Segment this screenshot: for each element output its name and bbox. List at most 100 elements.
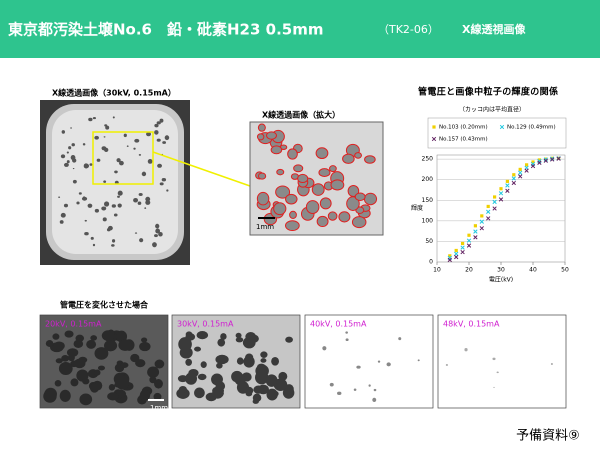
particle: [155, 223, 160, 229]
particle: [329, 165, 337, 173]
particle: [59, 389, 71, 402]
data-point: [480, 214, 484, 218]
particle: [316, 215, 329, 228]
particle: [377, 360, 381, 363]
particle: [146, 131, 151, 137]
particle: [147, 159, 153, 164]
particle: [70, 378, 79, 387]
particle: [492, 357, 496, 361]
particle: [113, 213, 118, 217]
particle: [134, 232, 138, 234]
particle: [373, 388, 377, 392]
data-point: [492, 199, 497, 205]
data-point: [492, 206, 497, 211]
chart-title: 管電圧と画像中粒子の輝度の関係: [418, 86, 558, 98]
particle: [445, 364, 448, 366]
particle: [101, 146, 107, 151]
particle: [134, 138, 140, 143]
particle: [289, 210, 297, 220]
panel-label: 40kV, 0.15mA: [310, 320, 367, 329]
particle: [217, 338, 226, 347]
particle: [116, 158, 121, 163]
particle: [108, 329, 115, 335]
particle: [111, 244, 115, 247]
particle: [337, 391, 342, 395]
particle: [59, 220, 64, 224]
y-tick-label: 50: [425, 238, 433, 245]
particle: [104, 124, 108, 127]
zoom-connector: [152, 151, 251, 187]
particle: [464, 348, 468, 352]
particle: [345, 338, 349, 342]
zoom-scale: 1mm: [256, 223, 274, 231]
particle: [96, 158, 101, 162]
particle: [141, 171, 147, 177]
particle: [123, 133, 127, 138]
particle: [66, 348, 79, 357]
particle: [64, 330, 74, 338]
particle: [94, 208, 100, 213]
particle: [154, 359, 165, 369]
legend-label: No.103 (0.20mm): [439, 125, 488, 131]
particle: [78, 192, 82, 195]
data-point: [524, 168, 529, 173]
particle: [138, 192, 143, 197]
particle: [71, 143, 75, 147]
data-point: [518, 170, 523, 175]
particle: [52, 333, 60, 340]
particle: [275, 185, 291, 199]
particle: [117, 203, 122, 208]
data-point: [473, 224, 477, 228]
particle: [72, 158, 77, 163]
x-tick-label: 40: [529, 267, 537, 274]
particle: [276, 168, 285, 176]
panel-label: 30kV, 0.15mA: [177, 320, 234, 329]
particle: [185, 333, 196, 341]
particle: [253, 385, 264, 394]
particle: [103, 180, 107, 183]
overview-particles: [58, 116, 170, 248]
particle: [266, 388, 278, 401]
data-point: [543, 158, 548, 163]
particle: [216, 362, 223, 369]
comparison-caption: 管電圧を変化させた場合: [60, 300, 149, 310]
particle: [156, 138, 161, 142]
particle: [117, 190, 123, 196]
particle: [92, 243, 96, 247]
particle: [60, 154, 66, 159]
data-point: [493, 195, 497, 199]
particle: [311, 183, 325, 196]
plot-area: [436, 154, 566, 263]
particle: [158, 232, 163, 237]
particle: [284, 220, 300, 232]
data-point: [518, 167, 522, 172]
particle: [86, 339, 97, 349]
particle: [278, 371, 288, 381]
data-point: [467, 233, 471, 237]
particle: [94, 369, 101, 376]
particle: [87, 203, 93, 208]
particle: [126, 145, 129, 147]
particle: [79, 393, 93, 406]
data-point: [525, 163, 529, 167]
particle: [55, 358, 63, 364]
particle: [164, 135, 170, 141]
particle: [354, 152, 362, 159]
panel-label: 20kV, 0.15mA: [45, 320, 102, 329]
particle: [364, 155, 376, 164]
particle: [115, 375, 130, 390]
particle: [103, 136, 106, 138]
particle: [61, 354, 70, 362]
data-point: [486, 209, 491, 214]
particle: [200, 361, 207, 369]
particle: [199, 332, 206, 338]
particle: [106, 228, 111, 232]
particle: [149, 376, 157, 384]
data-point: [499, 187, 503, 191]
particle: [111, 239, 116, 243]
particle: [220, 333, 227, 340]
y-tick-label: 200: [422, 176, 434, 183]
particle: [496, 371, 499, 374]
particle: [161, 178, 167, 182]
particle: [53, 341, 65, 351]
